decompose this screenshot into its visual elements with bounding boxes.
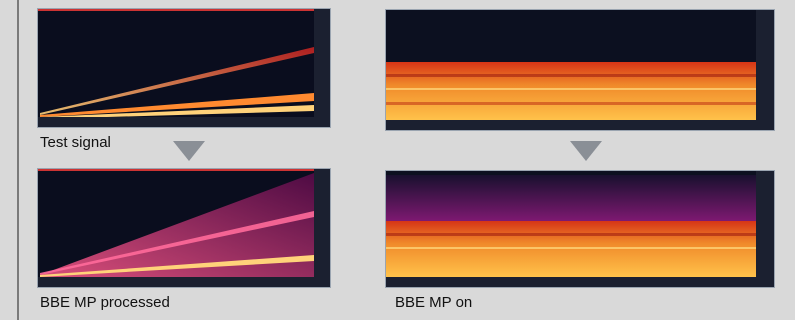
down-triangle-icon <box>173 141 205 161</box>
down-triangle-icon <box>570 141 602 161</box>
caption-bbe-mp-on: BBE MP on <box>395 294 473 311</box>
caption-test-signal: Test signal <box>40 134 111 151</box>
spectrogram-bbe-mp-on <box>385 170 775 288</box>
caption-bbe-mp-processed: BBE MP processed <box>40 294 170 311</box>
left-vertical-divider <box>17 0 19 320</box>
spectrogram-test-signal <box>37 8 331 128</box>
spectrogram-original-graphic <box>386 10 774 130</box>
spectrogram-bbe-mp-processed <box>37 168 331 288</box>
spectrogram-bbe-mp-processed-graphic <box>38 169 330 287</box>
spectrogram-original <box>385 9 775 131</box>
spectrogram-test-signal-graphic <box>38 9 330 127</box>
spectrogram-bbe-mp-on-graphic <box>386 171 774 287</box>
